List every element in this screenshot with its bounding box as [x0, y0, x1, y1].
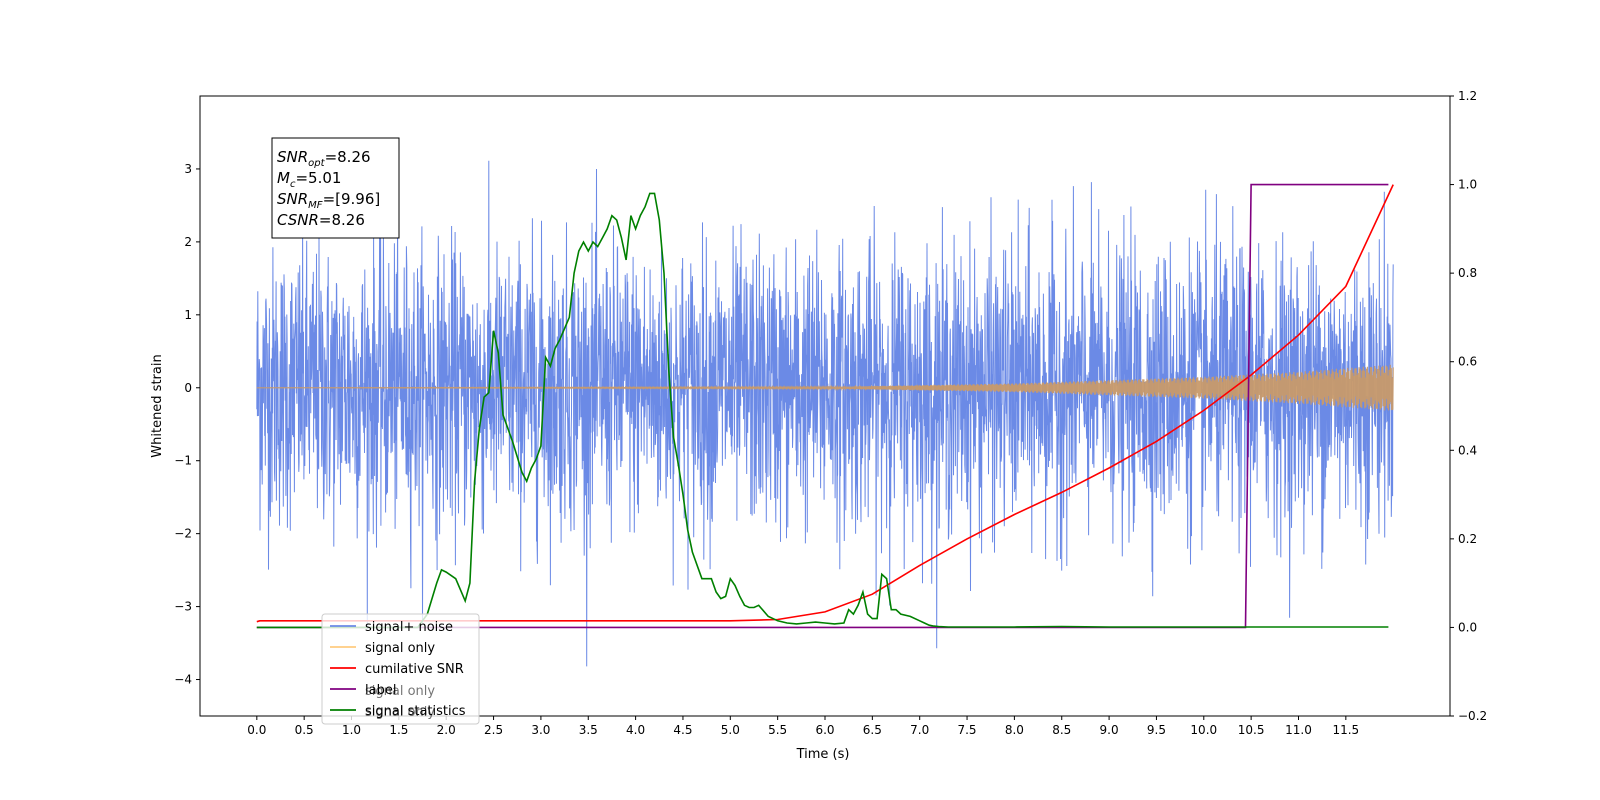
x-tick-label: 1.0: [342, 723, 361, 737]
x-tick-label: 6.0: [815, 723, 834, 737]
x-tick-label: 11.0: [1285, 723, 1312, 737]
legend-ghost-label: signal only: [365, 705, 435, 720]
y-axis-right: 1.2 1.0 0.8 0.6 0.4 0.2 0.0 −0.2: [1450, 89, 1487, 723]
legend-label: cumilative SNR: [365, 662, 464, 677]
x-tick-label: 5.5: [768, 723, 787, 737]
y-axis-label: Whitened strain: [150, 354, 165, 457]
y-left-tick-label: −1: [174, 454, 192, 468]
annotation-frame: [271, 137, 400, 239]
x-tick-label: 9.0: [1100, 723, 1119, 737]
annotation-line: CSNR=8.26: [277, 211, 365, 229]
legend-label: signal statistics: [365, 704, 466, 719]
x-tick-label: 0.5: [295, 723, 314, 737]
y-left-tick-label: 3: [184, 162, 192, 176]
y-right-tick-label: 0.4: [1458, 443, 1477, 457]
y-left-tick-label: 0: [184, 381, 192, 395]
y-right-tick-label: 0.2: [1458, 532, 1477, 546]
series-layer: [256, 160, 1394, 667]
series-label-line: [256, 183, 1389, 629]
x-tick-label: 6.5: [863, 723, 882, 737]
series-cumilative-snr-line: [256, 184, 1394, 623]
y-right-tick-label: 1.2: [1458, 89, 1477, 103]
x-tick-label: 8.0: [1005, 723, 1024, 737]
x-tick-label: 3.0: [531, 723, 550, 737]
x-tick-label: 7.5: [957, 723, 976, 737]
x-tick-label: 2.0: [437, 723, 456, 737]
y-right-tick-label: −0.2: [1458, 709, 1487, 723]
x-axis: 0.0 0.5 1.0 1.5 2.0 2.5 3.0 3.5 4.0 4.5 5.0 5.5 6.0 6…: [247, 716, 1359, 737]
annotation-line: SNRMF=[9.96]: [277, 190, 380, 211]
x-tick-label: 9.5: [1147, 723, 1166, 737]
legend-label: label: [365, 683, 396, 698]
x-tick-label: 0.0: [247, 723, 266, 737]
x-tick-label: 2.5: [484, 723, 503, 737]
y-right-tick-label: 1.0: [1458, 178, 1477, 192]
series-signal-only-line: [256, 364, 1394, 411]
x-tick-label: 1.5: [389, 723, 408, 737]
legend-ghost-label: signal only: [365, 684, 435, 699]
y-left-tick-label: −3: [174, 600, 192, 614]
x-tick-label: 10.0: [1190, 723, 1217, 737]
series-signal-statistics-line: [256, 192, 1389, 629]
y-left-tick-label: 2: [184, 235, 192, 249]
y-right-tick-label: 0.0: [1458, 620, 1477, 634]
annotation-line: Mc=5.01: [277, 169, 341, 190]
x-tick-label: 5.0: [721, 723, 740, 737]
y-left-tick-label: −2: [174, 527, 192, 541]
y-axis-left: 3 2 1 0 −1 −2 −3 −4: [174, 162, 200, 687]
y-left-tick-label: −4: [174, 673, 192, 687]
legend-label: signal only: [365, 641, 435, 656]
annotation-line: SNRopt=8.26: [277, 148, 371, 169]
x-tick-label: 3.5: [579, 723, 598, 737]
x-tick-label: 10.5: [1238, 723, 1265, 737]
x-tick-label: 8.5: [1052, 723, 1071, 737]
x-tick-label: 7.0: [910, 723, 929, 737]
series-signal-noise-line: [256, 160, 1394, 667]
legend: signal only signal only signal+ noise signa…: [321, 613, 480, 725]
x-tick-label: 4.5: [673, 723, 692, 737]
legend-label: signal+ noise: [365, 620, 453, 635]
x-tick-label: 4.0: [626, 723, 645, 737]
y-right-tick-label: 0.8: [1458, 266, 1477, 280]
y-left-tick-label: 1: [184, 308, 192, 322]
legend-frame: [321, 613, 480, 725]
x-axis-label: Time (s): [796, 747, 850, 762]
y-right-tick-label: 0.6: [1458, 355, 1477, 369]
x-tick-label: 11.5: [1332, 723, 1359, 737]
